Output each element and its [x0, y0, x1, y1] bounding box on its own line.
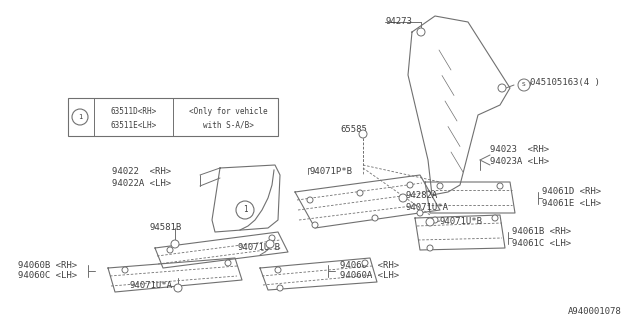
Text: 94061E <LH>: 94061E <LH> [542, 198, 601, 207]
Circle shape [357, 190, 363, 196]
Circle shape [307, 197, 313, 203]
Text: 94023A <LH>: 94023A <LH> [490, 156, 549, 165]
Text: with S-A/B>: with S-A/B> [203, 121, 253, 130]
Text: 94273: 94273 [385, 18, 412, 27]
Circle shape [266, 240, 274, 248]
Circle shape [362, 260, 368, 266]
Text: 94061C <LH>: 94061C <LH> [512, 238, 571, 247]
Circle shape [277, 285, 283, 291]
Text: 94071U*B: 94071U*B [440, 217, 483, 226]
Text: 1: 1 [78, 114, 82, 120]
Circle shape [417, 210, 423, 216]
Circle shape [426, 218, 434, 226]
Circle shape [269, 235, 275, 241]
Text: 94071U*B: 94071U*B [238, 244, 281, 252]
Text: 94060B <RH>: 94060B <RH> [18, 260, 77, 269]
Circle shape [372, 215, 378, 221]
Text: 94061D <RH>: 94061D <RH> [542, 188, 601, 196]
Circle shape [174, 284, 182, 292]
Circle shape [171, 240, 179, 248]
Text: S: S [522, 83, 526, 87]
Text: A940001078: A940001078 [568, 308, 622, 316]
Circle shape [427, 245, 433, 251]
Text: 94581B: 94581B [150, 223, 182, 233]
Text: 94071U*A: 94071U*A [406, 203, 449, 212]
Circle shape [359, 130, 367, 138]
Text: 94060A <LH>: 94060A <LH> [340, 271, 399, 281]
Circle shape [122, 267, 128, 273]
Circle shape [437, 183, 443, 189]
Circle shape [497, 183, 503, 189]
Circle shape [236, 201, 254, 219]
Text: 94061B <RH>: 94061B <RH> [512, 228, 571, 236]
Text: 63511D<RH>: 63511D<RH> [111, 107, 157, 116]
Circle shape [399, 194, 407, 202]
Text: 94060  <RH>: 94060 <RH> [340, 260, 399, 269]
Circle shape [72, 109, 88, 125]
Circle shape [312, 222, 318, 228]
Circle shape [417, 28, 425, 36]
Text: 94022  <RH>: 94022 <RH> [112, 167, 171, 177]
Text: 94060C <LH>: 94060C <LH> [18, 271, 77, 281]
Circle shape [492, 215, 498, 221]
Circle shape [275, 267, 281, 273]
Text: 65585: 65585 [340, 125, 367, 134]
Text: <Only for vehicle: <Only for vehicle [189, 107, 268, 116]
Text: 045105163(4 ): 045105163(4 ) [530, 77, 600, 86]
Text: 63511E<LH>: 63511E<LH> [111, 121, 157, 130]
Text: 1: 1 [243, 205, 247, 214]
Text: 94023  <RH>: 94023 <RH> [490, 146, 549, 155]
Circle shape [225, 260, 231, 266]
Text: 94282A: 94282A [406, 191, 438, 201]
Circle shape [498, 84, 506, 92]
Circle shape [167, 247, 173, 253]
Text: 94071P*B: 94071P*B [310, 167, 353, 177]
Circle shape [407, 182, 413, 188]
Circle shape [432, 217, 438, 223]
Bar [68, 98, 278, 136]
Text: 94071U*A: 94071U*A [130, 282, 173, 291]
Circle shape [518, 79, 530, 91]
Text: 94022A <LH>: 94022A <LH> [112, 179, 171, 188]
